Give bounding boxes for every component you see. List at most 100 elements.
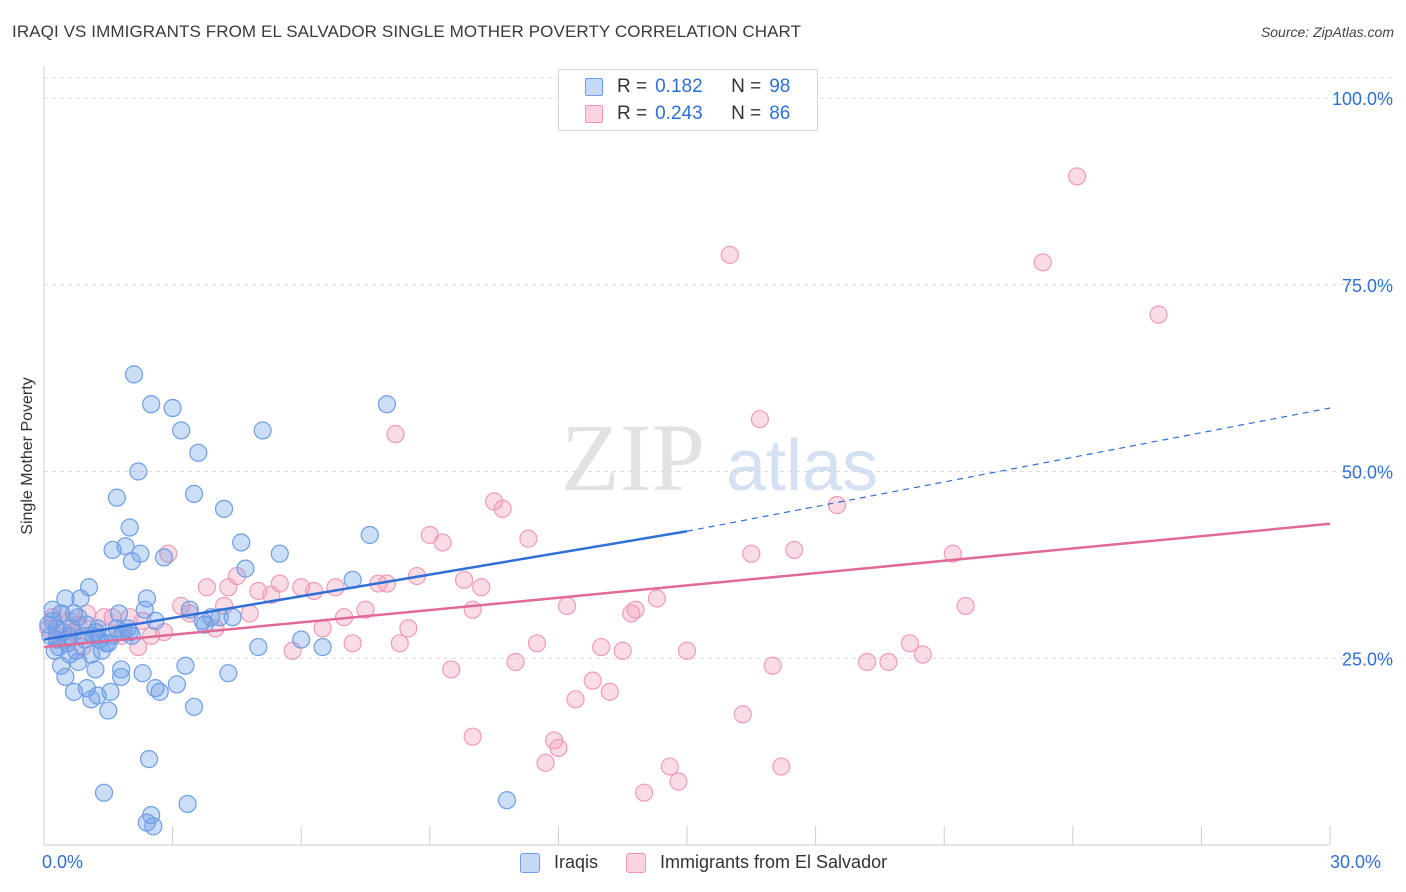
iraqi-point bbox=[82, 645, 101, 664]
iraqi-point bbox=[150, 682, 169, 701]
legend-r-value: 0.243 bbox=[655, 103, 703, 124]
salvador-point bbox=[240, 604, 259, 623]
bottom-legend: Iraqis Immigrants from El Salvador bbox=[520, 852, 915, 873]
bottom-legend-iraqis: Iraqis bbox=[520, 852, 598, 873]
iraqi-point bbox=[210, 608, 229, 627]
salvador-point bbox=[304, 581, 324, 601]
iraqi-point bbox=[67, 641, 86, 660]
legend-swatch-iraqis bbox=[585, 78, 603, 96]
salvador-point bbox=[1067, 167, 1087, 186]
y-tick-label: 75.0% bbox=[1342, 276, 1393, 296]
trendlines bbox=[43, 407, 1331, 649]
iraqi-point bbox=[144, 817, 163, 836]
salvador-point bbox=[472, 578, 491, 597]
salvador-point bbox=[772, 757, 791, 776]
iraqi-point bbox=[232, 533, 251, 552]
legend-n-value: 98 bbox=[769, 76, 791, 97]
salvador-point bbox=[900, 634, 920, 653]
salvador-point bbox=[660, 757, 679, 776]
iraqi-point bbox=[360, 525, 379, 545]
iraqi-point bbox=[253, 421, 272, 440]
iraqi-point bbox=[184, 697, 204, 716]
salvador-point bbox=[857, 652, 877, 672]
salvador-point bbox=[733, 705, 752, 724]
iraqi-point bbox=[214, 499, 234, 518]
salvador-point bbox=[506, 652, 525, 672]
iraqi-point bbox=[94, 783, 114, 802]
iraqi-point bbox=[112, 667, 131, 687]
salvador-point bbox=[326, 578, 345, 597]
iraqi-point bbox=[137, 589, 156, 608]
legend: R = 0.182 N = 98 R = 0.243 N = 86 bbox=[558, 69, 818, 131]
legend-swatch-salvador bbox=[585, 105, 603, 123]
y-tick-label: 25.0% bbox=[1342, 649, 1393, 669]
iraqi-point bbox=[167, 675, 186, 694]
salvador-point bbox=[943, 544, 962, 563]
iraqi-point bbox=[163, 398, 182, 418]
salvador-point bbox=[785, 540, 804, 560]
iraqi-point bbox=[195, 615, 214, 634]
salvador-point bbox=[454, 570, 474, 589]
salvador-point bbox=[742, 544, 761, 563]
iraqi-point bbox=[249, 637, 268, 657]
legend-n-label: N = bbox=[731, 76, 762, 97]
iraqi-point bbox=[142, 395, 161, 414]
salvador-point bbox=[463, 600, 482, 619]
salvador-point bbox=[1033, 253, 1052, 272]
legend-r-value: 0.182 bbox=[655, 76, 703, 97]
bottom-legend-label-salvador: Immigrants from El Salvador bbox=[660, 852, 888, 872]
iraqi-point bbox=[79, 578, 99, 597]
iraqi-point bbox=[124, 365, 144, 384]
iraqi-point bbox=[189, 443, 208, 462]
iraqi-point bbox=[184, 484, 204, 504]
iraqi-point bbox=[219, 664, 238, 683]
iraqi-point bbox=[101, 682, 120, 701]
iraqi-point bbox=[99, 701, 118, 720]
salvador-point bbox=[549, 738, 568, 757]
iraqi-point bbox=[313, 637, 332, 657]
iraqi-point bbox=[178, 794, 197, 814]
bottom-legend-swatch-salvador bbox=[626, 852, 647, 873]
salvador-point bbox=[356, 600, 375, 619]
iraqi-point bbox=[270, 544, 289, 563]
watermark-zip: ZIP bbox=[561, 404, 705, 511]
x-tick-label-min: 0.0% bbox=[42, 852, 84, 872]
legend-n-value: 86 bbox=[769, 103, 791, 124]
iraqi-point bbox=[62, 619, 81, 638]
salvador-point bbox=[343, 634, 362, 653]
iraqi-point bbox=[109, 604, 129, 623]
iraqi-point bbox=[223, 608, 242, 627]
salvador-point bbox=[270, 574, 289, 593]
iraqi-point bbox=[292, 630, 311, 649]
iraqi-point bbox=[116, 537, 135, 556]
salvador-point bbox=[635, 783, 654, 802]
salvador-point bbox=[433, 533, 452, 552]
y-tick-labels: 25.0% 50.0% 75.0% 100.0% bbox=[1332, 89, 1393, 669]
salvador-point bbox=[313, 619, 332, 638]
salvador-point bbox=[197, 578, 216, 597]
salvador-point bbox=[913, 645, 932, 664]
bottom-legend-swatch-iraqis bbox=[520, 852, 540, 873]
iraqi-point bbox=[236, 559, 255, 578]
salvador-point bbox=[386, 425, 405, 444]
salvador-point bbox=[583, 671, 602, 690]
salvador-point bbox=[557, 596, 577, 616]
y-tick-label: 50.0% bbox=[1342, 463, 1393, 483]
iraqi-point bbox=[107, 488, 126, 507]
iraqi-point bbox=[52, 604, 71, 623]
salvador-point bbox=[536, 753, 555, 772]
iraqi-point bbox=[86, 660, 105, 679]
salvador-point bbox=[669, 772, 688, 791]
salvador-point bbox=[827, 496, 847, 515]
chart-source: Source: ZipAtlas.com bbox=[1260, 24, 1394, 40]
iraqi-point bbox=[131, 544, 150, 563]
x-tick-label-max: 30.0% bbox=[1330, 852, 1382, 872]
legend-row-salvador: R = 0.243 N = 86 bbox=[585, 102, 790, 126]
iraqi-point bbox=[56, 667, 75, 687]
salvador-point bbox=[566, 690, 585, 709]
salvador-point bbox=[613, 641, 632, 660]
salvador-point bbox=[493, 499, 512, 518]
legend-n-label: N = bbox=[731, 103, 762, 124]
iraqi-point bbox=[122, 626, 141, 645]
iraqi-point bbox=[377, 395, 397, 414]
